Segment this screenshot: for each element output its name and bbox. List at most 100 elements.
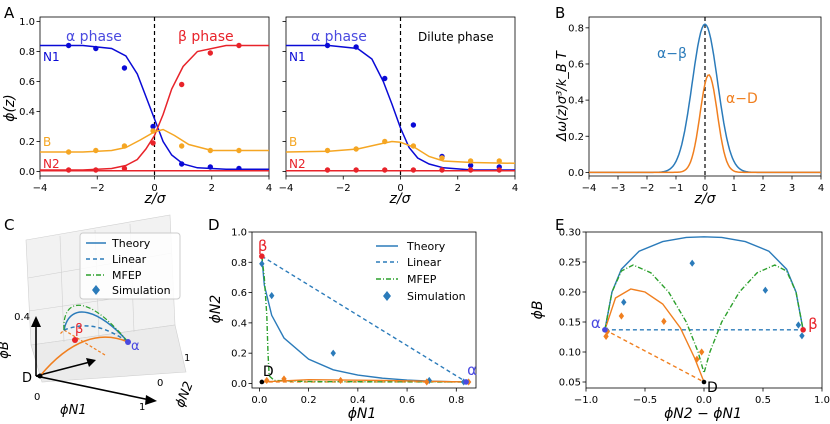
annotation-alpha-d: α−D bbox=[726, 91, 758, 107]
a0-point-β bbox=[150, 140, 156, 146]
e-label-alpha: α bbox=[591, 314, 601, 332]
e-xtick-label: 1.0 bbox=[814, 395, 830, 406]
a0-point-B bbox=[178, 143, 185, 149]
a0-point-N1 bbox=[93, 45, 99, 52]
a1-point-N2 bbox=[324, 167, 331, 173]
d-ytick-label: 0.0 bbox=[231, 379, 247, 390]
arrow-head-z bbox=[31, 316, 41, 327]
a0-point-β bbox=[236, 42, 242, 49]
panel-label-e: E bbox=[555, 216, 564, 234]
e-sim-point bbox=[661, 317, 667, 325]
c-axis-label-x: ϕN1 bbox=[60, 403, 87, 418]
plot-frame-d bbox=[251, 231, 477, 389]
b-ytick-label: 0.4 bbox=[568, 96, 584, 107]
axis-label-y-a: ϕ(z) bbox=[2, 94, 18, 122]
c-theory-curve bbox=[63, 311, 129, 343]
a1-point-B bbox=[353, 146, 359, 152]
c-tick-z: 0.4 bbox=[14, 312, 30, 323]
d-alpha-point bbox=[463, 379, 469, 385]
e-line-Theory α−D bbox=[604, 288, 705, 383]
a0-point-β bbox=[65, 167, 72, 173]
a1-point-N1 bbox=[353, 44, 359, 50]
c-label-d: D bbox=[22, 371, 32, 386]
e-line-Linear α−D bbox=[604, 329, 705, 383]
d-d-point bbox=[259, 379, 265, 385]
panel-label-b: B bbox=[555, 4, 565, 22]
c-tick-x1: 1 bbox=[139, 402, 145, 413]
annotation-n1-left: N1 bbox=[43, 50, 60, 64]
e-xtick-label: −0.5 bbox=[633, 395, 657, 406]
a0-point-β bbox=[121, 165, 128, 172]
e-ytick-label: 0.05 bbox=[559, 378, 581, 389]
a0-xtick-label: 0 bbox=[151, 183, 157, 194]
annotation-n1-right: N1 bbox=[289, 50, 306, 64]
a1-point-N1 bbox=[467, 162, 474, 169]
c-mfep-curve bbox=[63, 304, 129, 343]
e-sim-point bbox=[799, 332, 805, 340]
d-line-MFEP bbox=[261, 256, 467, 383]
d-xtick-label: 0.4 bbox=[350, 395, 366, 406]
a1-point-N2 bbox=[410, 167, 417, 173]
c-legend-simulation: Simulation bbox=[112, 284, 171, 297]
b-xtick-label: 1 bbox=[731, 183, 737, 194]
a0-point-B bbox=[121, 143, 128, 149]
c-label-beta: β bbox=[75, 322, 83, 337]
a0-point-β bbox=[178, 81, 185, 88]
a0-ytick-label: 0.8 bbox=[19, 47, 35, 58]
e-sim-point bbox=[762, 286, 769, 294]
d-legend-linear: Linear bbox=[407, 256, 442, 269]
d-sim-point bbox=[337, 376, 344, 385]
annotation-b-right: B bbox=[289, 135, 297, 149]
d-beta-point bbox=[259, 253, 265, 260]
a0-ytick-label: 0.0 bbox=[19, 167, 35, 178]
d-sim-point bbox=[330, 349, 336, 357]
c-legend: Theory Linear MFEP Simulation bbox=[79, 232, 181, 300]
a0-point-B bbox=[150, 128, 156, 134]
a1-point-B bbox=[324, 147, 331, 154]
axis-label-x-e: ϕN2 − ϕN1 bbox=[664, 406, 742, 422]
a0-xtick-label: −4 bbox=[33, 183, 48, 194]
a1-point-B bbox=[496, 158, 502, 164]
e-xtick-label: −1.0 bbox=[574, 395, 598, 406]
a0-point-N1 bbox=[121, 65, 128, 71]
e-xtick-label: 0.5 bbox=[755, 395, 771, 406]
c-tick-y1: 1 bbox=[184, 353, 190, 364]
e-sim-point bbox=[795, 321, 802, 329]
a1-point-B bbox=[410, 143, 417, 149]
panel-c-3d-plot: β α D 0.4 0 1 0 1 ϕB ϕN1 ϕN2 Theory Line… bbox=[0, 214, 197, 418]
e-line-MFEP bbox=[604, 264, 804, 376]
d-ytick-label: 0.6 bbox=[231, 288, 247, 299]
e-label-d: D bbox=[707, 380, 718, 396]
c-d-point bbox=[37, 373, 43, 379]
a1-point-N1 bbox=[324, 42, 331, 49]
axis-label-x-d: ϕN1 bbox=[348, 406, 377, 422]
a0-point-N1 bbox=[150, 123, 156, 130]
panel-label-d: D bbox=[208, 216, 220, 234]
c-theory-alpha-d bbox=[39, 336, 129, 377]
a0-point-B bbox=[207, 147, 214, 154]
e-ytick-label: 0.15 bbox=[559, 318, 581, 329]
axis-label-y-b: Δω(z)σ³/k_B T bbox=[555, 50, 570, 142]
e-d-point bbox=[701, 379, 707, 385]
axis-label-y-e: ϕB bbox=[530, 301, 546, 320]
a0-point-N1 bbox=[178, 161, 185, 167]
axis-label-x-a-right: z/σ bbox=[389, 191, 412, 207]
c-linear-alpha-d bbox=[59, 329, 106, 356]
d-line-Linear bbox=[261, 255, 467, 383]
b-ytick-label: 0.6 bbox=[568, 59, 584, 70]
e-sim-point bbox=[694, 355, 700, 363]
b-xtick-label: −3 bbox=[611, 183, 626, 194]
a0-xtick-label: −2 bbox=[90, 183, 105, 194]
a0-point-B bbox=[65, 149, 72, 155]
a1-xtick-label: 4 bbox=[512, 183, 518, 194]
e-sim-point bbox=[621, 298, 627, 306]
annotation-alpha-phase-right: α phase bbox=[311, 29, 367, 45]
b-xtick-label: −2 bbox=[640, 183, 655, 194]
b-ytick-label: 0.2 bbox=[568, 132, 584, 143]
c-legend-theory: Theory bbox=[111, 237, 151, 250]
d-ytick-label: 0.4 bbox=[231, 318, 247, 329]
c-axis-label-y: ϕN2 bbox=[173, 380, 197, 410]
b-xtick-label: 3 bbox=[789, 183, 795, 194]
e-ytick-label: 0.30 bbox=[559, 228, 581, 239]
arrow-head-x bbox=[145, 395, 157, 405]
